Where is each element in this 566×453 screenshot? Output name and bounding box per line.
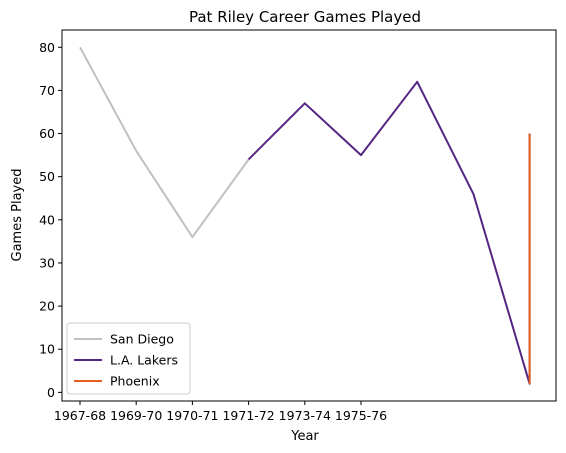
x-tick-label: 1973-74 bbox=[279, 408, 331, 423]
y-tick-label: 50 bbox=[39, 169, 55, 184]
legend-label: L.A. Lakers bbox=[110, 353, 178, 368]
y-tick-label: 20 bbox=[39, 299, 55, 314]
legend-box bbox=[66, 322, 191, 395]
y-tick-label: 70 bbox=[39, 83, 55, 98]
legend-label: San Diego bbox=[110, 332, 174, 347]
legend: San Diego L.A. Lakers Phoenix bbox=[66, 322, 191, 395]
x-tick-label: 1967-68 bbox=[54, 408, 106, 423]
x-axis-title: Year bbox=[290, 429, 319, 444]
series-line-l-a-lakers bbox=[247, 80, 531, 385]
y-tick-label: 10 bbox=[39, 342, 55, 357]
chart-title: Pat Riley Career Games Played bbox=[189, 8, 421, 26]
legend-label: Phoenix bbox=[110, 374, 160, 389]
x-tick-label: 1970-71 bbox=[166, 408, 218, 423]
y-tick-label: 60 bbox=[39, 126, 55, 141]
x-tick-label: 1971-72 bbox=[222, 408, 274, 423]
y-tick-label: 80 bbox=[39, 40, 55, 55]
y-tick-label: 40 bbox=[39, 212, 55, 227]
series-line-san-diego bbox=[79, 46, 250, 239]
y-tick-label: 30 bbox=[39, 255, 55, 270]
y-tick-label: 0 bbox=[47, 385, 55, 400]
x-tick-label: 1969-70 bbox=[110, 408, 162, 423]
plot-frame bbox=[61, 29, 557, 402]
y-axis-title: Games Played bbox=[10, 169, 25, 262]
x-tick-label: 1975-76 bbox=[335, 408, 387, 423]
